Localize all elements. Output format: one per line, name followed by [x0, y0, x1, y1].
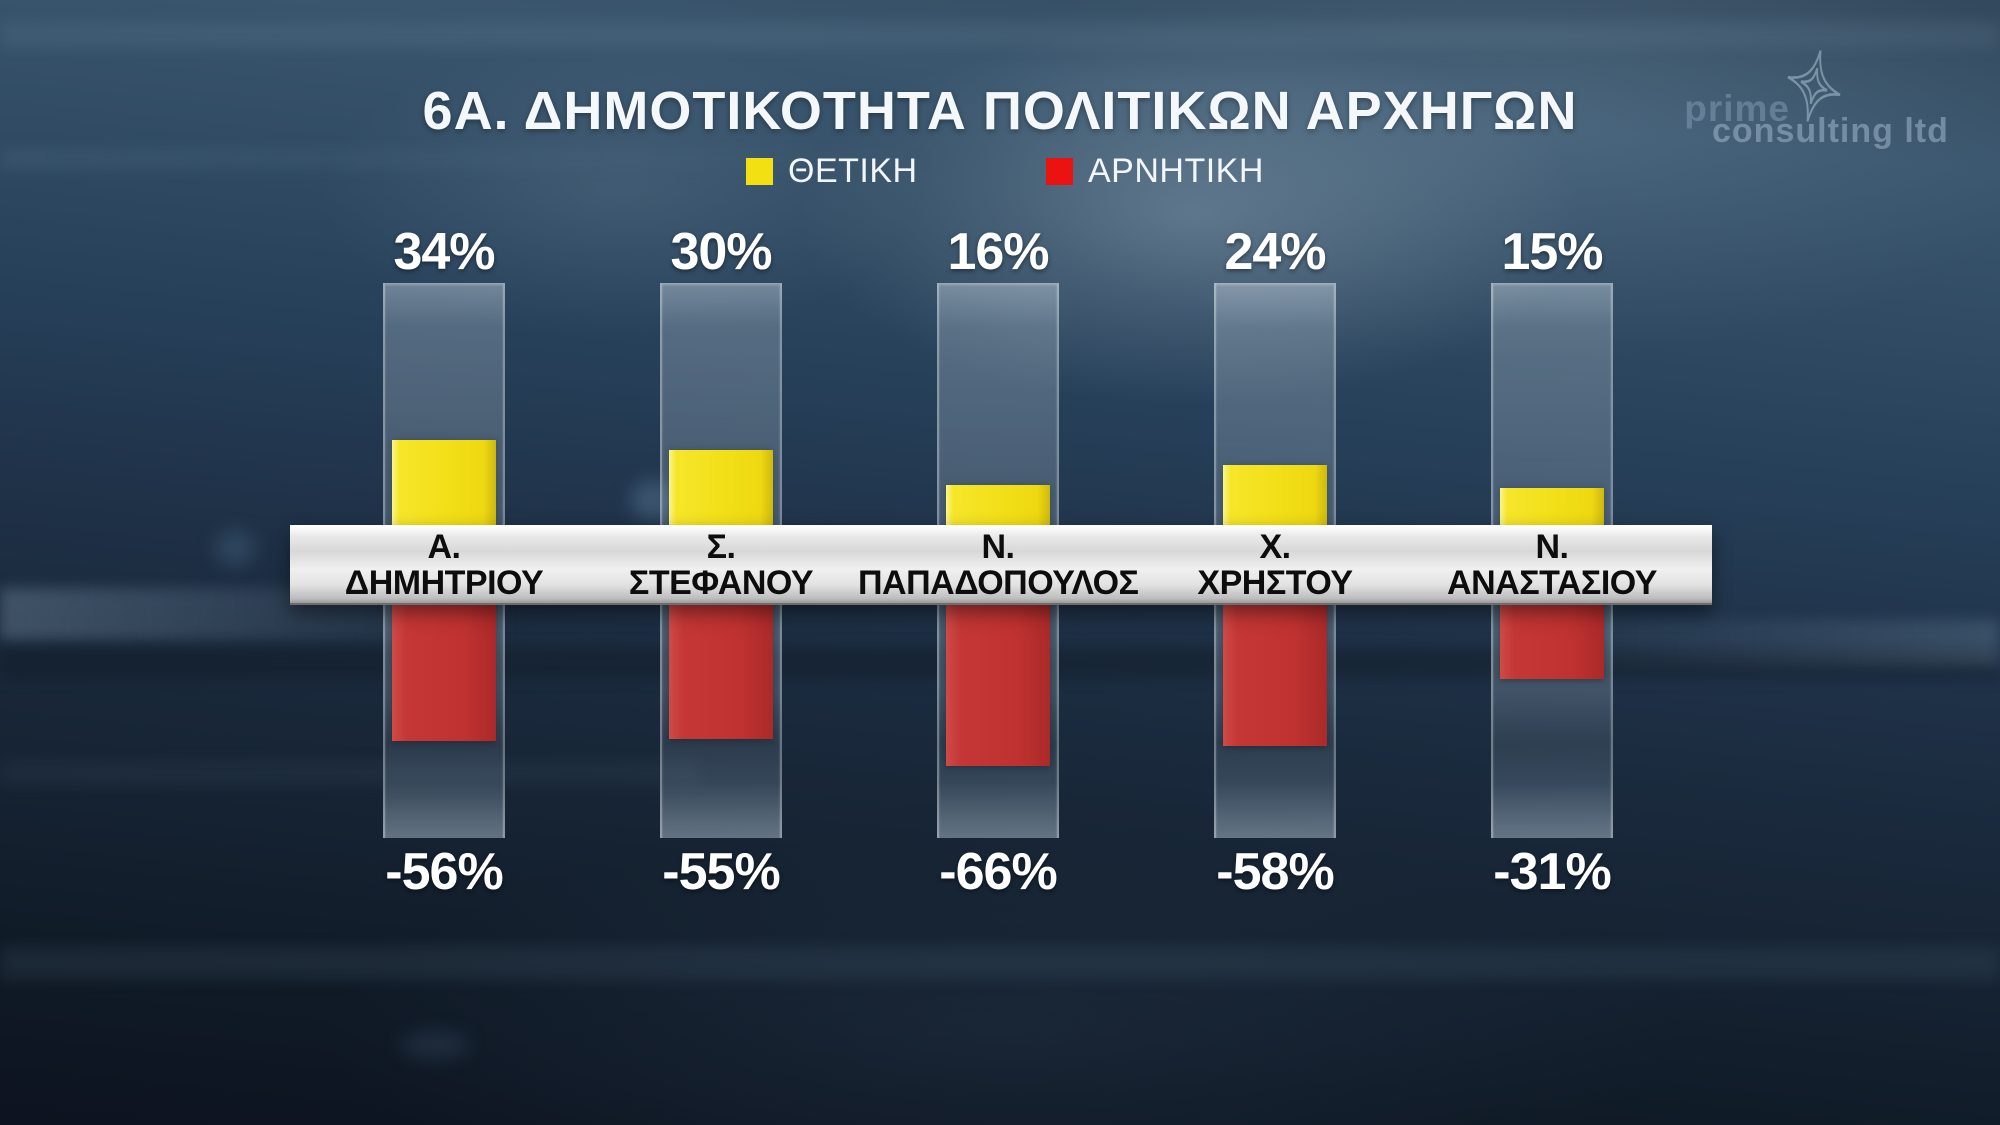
negative-value-label: -58% [1216, 843, 1334, 901]
category-label: Ν. ΑΝΑΣΤΑΣΙΟΥ [1412, 529, 1692, 601]
negative-bar [946, 593, 1050, 766]
positive-value-label: 16% [947, 223, 1049, 281]
legend-negative: ΑΡΝΗΤΙΚΗ [1046, 151, 1264, 190]
negative-bar [1500, 593, 1604, 679]
positive-value-label: 30% [670, 223, 772, 281]
category-initial: Α. [427, 528, 462, 566]
category-surname: ΣΤΕΦΑΝΟΥ [628, 564, 814, 602]
negative-value-label: -66% [939, 843, 1057, 901]
positive-value-label: 34% [393, 223, 495, 281]
category-label: Ν. ΠΑΠΑΔΟΠΟΥΛΟΣ [858, 528, 1139, 602]
negative-value-label: -31% [1493, 843, 1611, 901]
positive-legend-label: ΘΕΤΙΚΗ [788, 151, 918, 190]
positive-value-label: 24% [1224, 223, 1326, 281]
category-initial: Ν. [981, 528, 1016, 566]
category-label: Σ. ΣΤΕΦΑΝΟΥ [581, 529, 861, 601]
category-surname: ΔΗΜΗΤΡΙΟΥ [344, 564, 544, 602]
category-initial: Χ. [1259, 528, 1291, 566]
negative-value-label: -55% [662, 843, 780, 901]
category-label: Α. ΔΗΜΗΤΡΙΟΥ [304, 529, 584, 601]
positive-legend-swatch-icon [746, 157, 773, 185]
negative-legend-label: ΑΡΝΗΤΙΚΗ [1088, 151, 1264, 190]
chart-title: 6Α. ΔΗΜΟΤΙΚΟΤΗΤΑ ΠΟΛΙΤΙΚΩΝ ΑΡΧΗΓΩΝ [422, 81, 1578, 141]
category-label: Χ. ΧΡΗΣΤΟΥ [1135, 529, 1415, 601]
category-initial: Σ. [706, 528, 736, 566]
negative-bar [1223, 593, 1327, 746]
positive-bar [1223, 465, 1327, 533]
legend-positive: ΘΕΤΙΚΗ [746, 151, 918, 190]
negative-bar [392, 593, 496, 741]
category-surname: ΠΑΠΑΔΟΠΟΥΛΟΣ [858, 564, 1139, 602]
category-surname: ΑΝΑΣΤΑΣΙΟΥ [1447, 564, 1657, 602]
category-band: Α. ΔΗΜΗΤΡΙΟΥ Σ. ΣΤΕΦΑΝΟΥ Ν. ΠΑΠΑΔΟΠΟΥΛΟΣ… [290, 525, 1712, 605]
negative-value-label: -56% [385, 843, 503, 901]
positive-value-label: 15% [1501, 223, 1603, 281]
negative-legend-swatch-icon [1046, 157, 1073, 185]
category-surname: ΧΡΗΣΤΟΥ [1197, 564, 1353, 602]
negative-bar [669, 593, 773, 739]
positive-bar [392, 440, 496, 533]
bokeh-dot [215, 530, 255, 566]
positive-bar [669, 450, 773, 533]
category-initial: Ν. [1535, 528, 1570, 566]
